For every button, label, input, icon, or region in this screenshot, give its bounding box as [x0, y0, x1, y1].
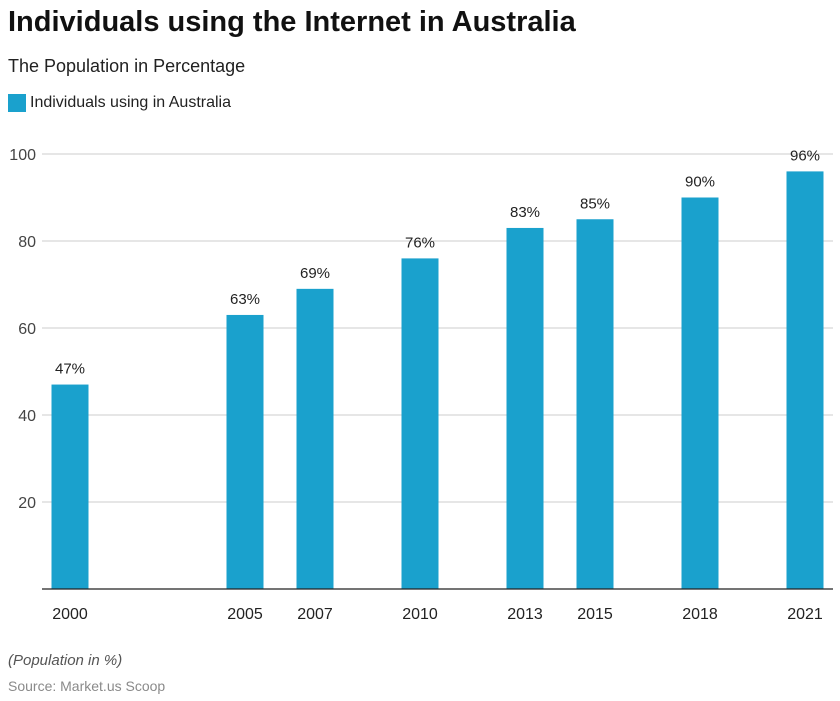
data-label: 76% [405, 234, 435, 251]
y-tick-label: 40 [18, 408, 36, 425]
x-axis-ticks: 2000 2005 2007 2010 2013 2015 2018 2021 [52, 606, 823, 623]
data-label: 47% [55, 361, 85, 378]
legend: Individuals using in Australia [8, 94, 231, 112]
y-tick-label: 80 [18, 234, 36, 251]
bar [51, 384, 89, 589]
x-tick-label: 2010 [402, 606, 438, 623]
bar [576, 219, 614, 589]
bar [506, 227, 544, 589]
x-tick-label: 2018 [682, 606, 718, 623]
legend-swatch [8, 94, 26, 112]
bar [226, 314, 264, 589]
data-label: 83% [510, 204, 540, 221]
bar-chart: 20 40 60 80 100 47% 63% 69% 76% 83% 85% 90% 96% 200… [9, 147, 833, 623]
data-label: 69% [300, 265, 330, 282]
legend-label: Individuals using in Australia [30, 94, 232, 111]
y-tick-label: 60 [18, 321, 36, 338]
x-tick-label: 2005 [227, 606, 263, 623]
bar [786, 171, 824, 589]
chart-subtitle: The Population in Percentage [8, 56, 246, 76]
y-tick-label: 100 [9, 147, 36, 164]
x-tick-label: 2021 [787, 606, 823, 623]
y-axis-ticks: 20 40 60 80 100 [9, 147, 36, 512]
data-label: 96% [790, 147, 820, 164]
y-tick-label: 20 [18, 495, 36, 512]
data-label: 90% [685, 174, 715, 191]
data-labels: 47% 63% 69% 76% 83% 85% 90% 96% [55, 147, 820, 377]
bar [296, 288, 334, 589]
x-tick-label: 2015 [577, 606, 613, 623]
units-note: (Population in %) [8, 652, 123, 669]
bars [51, 171, 824, 589]
bar [401, 258, 439, 589]
chart-title: Individuals using the Internet in Austra… [8, 6, 576, 38]
data-label: 85% [580, 195, 610, 212]
source-credit: Source: Market.us Scoop [8, 678, 166, 694]
x-tick-label: 2000 [52, 606, 88, 623]
x-tick-label: 2007 [297, 606, 333, 623]
data-label: 63% [230, 291, 260, 308]
x-tick-label: 2013 [507, 606, 543, 623]
bar [681, 197, 719, 589]
